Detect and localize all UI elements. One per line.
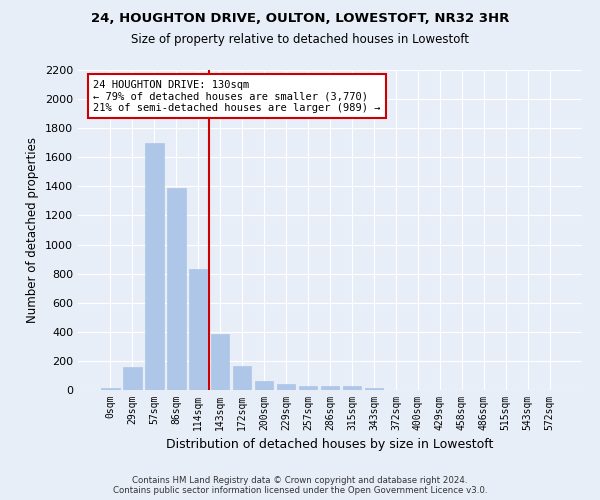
Bar	[211, 334, 229, 390]
Y-axis label: Number of detached properties: Number of detached properties	[26, 137, 40, 323]
Text: Size of property relative to detached houses in Lowestoft: Size of property relative to detached ho…	[131, 32, 469, 46]
Bar	[343, 386, 361, 390]
Text: 24 HOUGHTON DRIVE: 130sqm
← 79% of detached houses are smaller (3,770)
21% of se: 24 HOUGHTON DRIVE: 130sqm ← 79% of detac…	[93, 80, 380, 113]
X-axis label: Distribution of detached houses by size in Lowestoft: Distribution of detached houses by size …	[166, 438, 494, 452]
Bar	[277, 384, 295, 390]
Bar	[320, 386, 340, 390]
Text: Contains HM Land Registry data © Crown copyright and database right 2024.
Contai: Contains HM Land Registry data © Crown c…	[113, 476, 487, 495]
Bar	[299, 386, 317, 390]
Bar	[123, 368, 142, 390]
Bar	[365, 388, 383, 390]
Bar	[101, 388, 119, 390]
Bar	[145, 142, 164, 390]
Bar	[255, 380, 274, 390]
Bar	[189, 268, 208, 390]
Bar	[167, 188, 185, 390]
Bar	[233, 366, 251, 390]
Text: 24, HOUGHTON DRIVE, OULTON, LOWESTOFT, NR32 3HR: 24, HOUGHTON DRIVE, OULTON, LOWESTOFT, N…	[91, 12, 509, 26]
